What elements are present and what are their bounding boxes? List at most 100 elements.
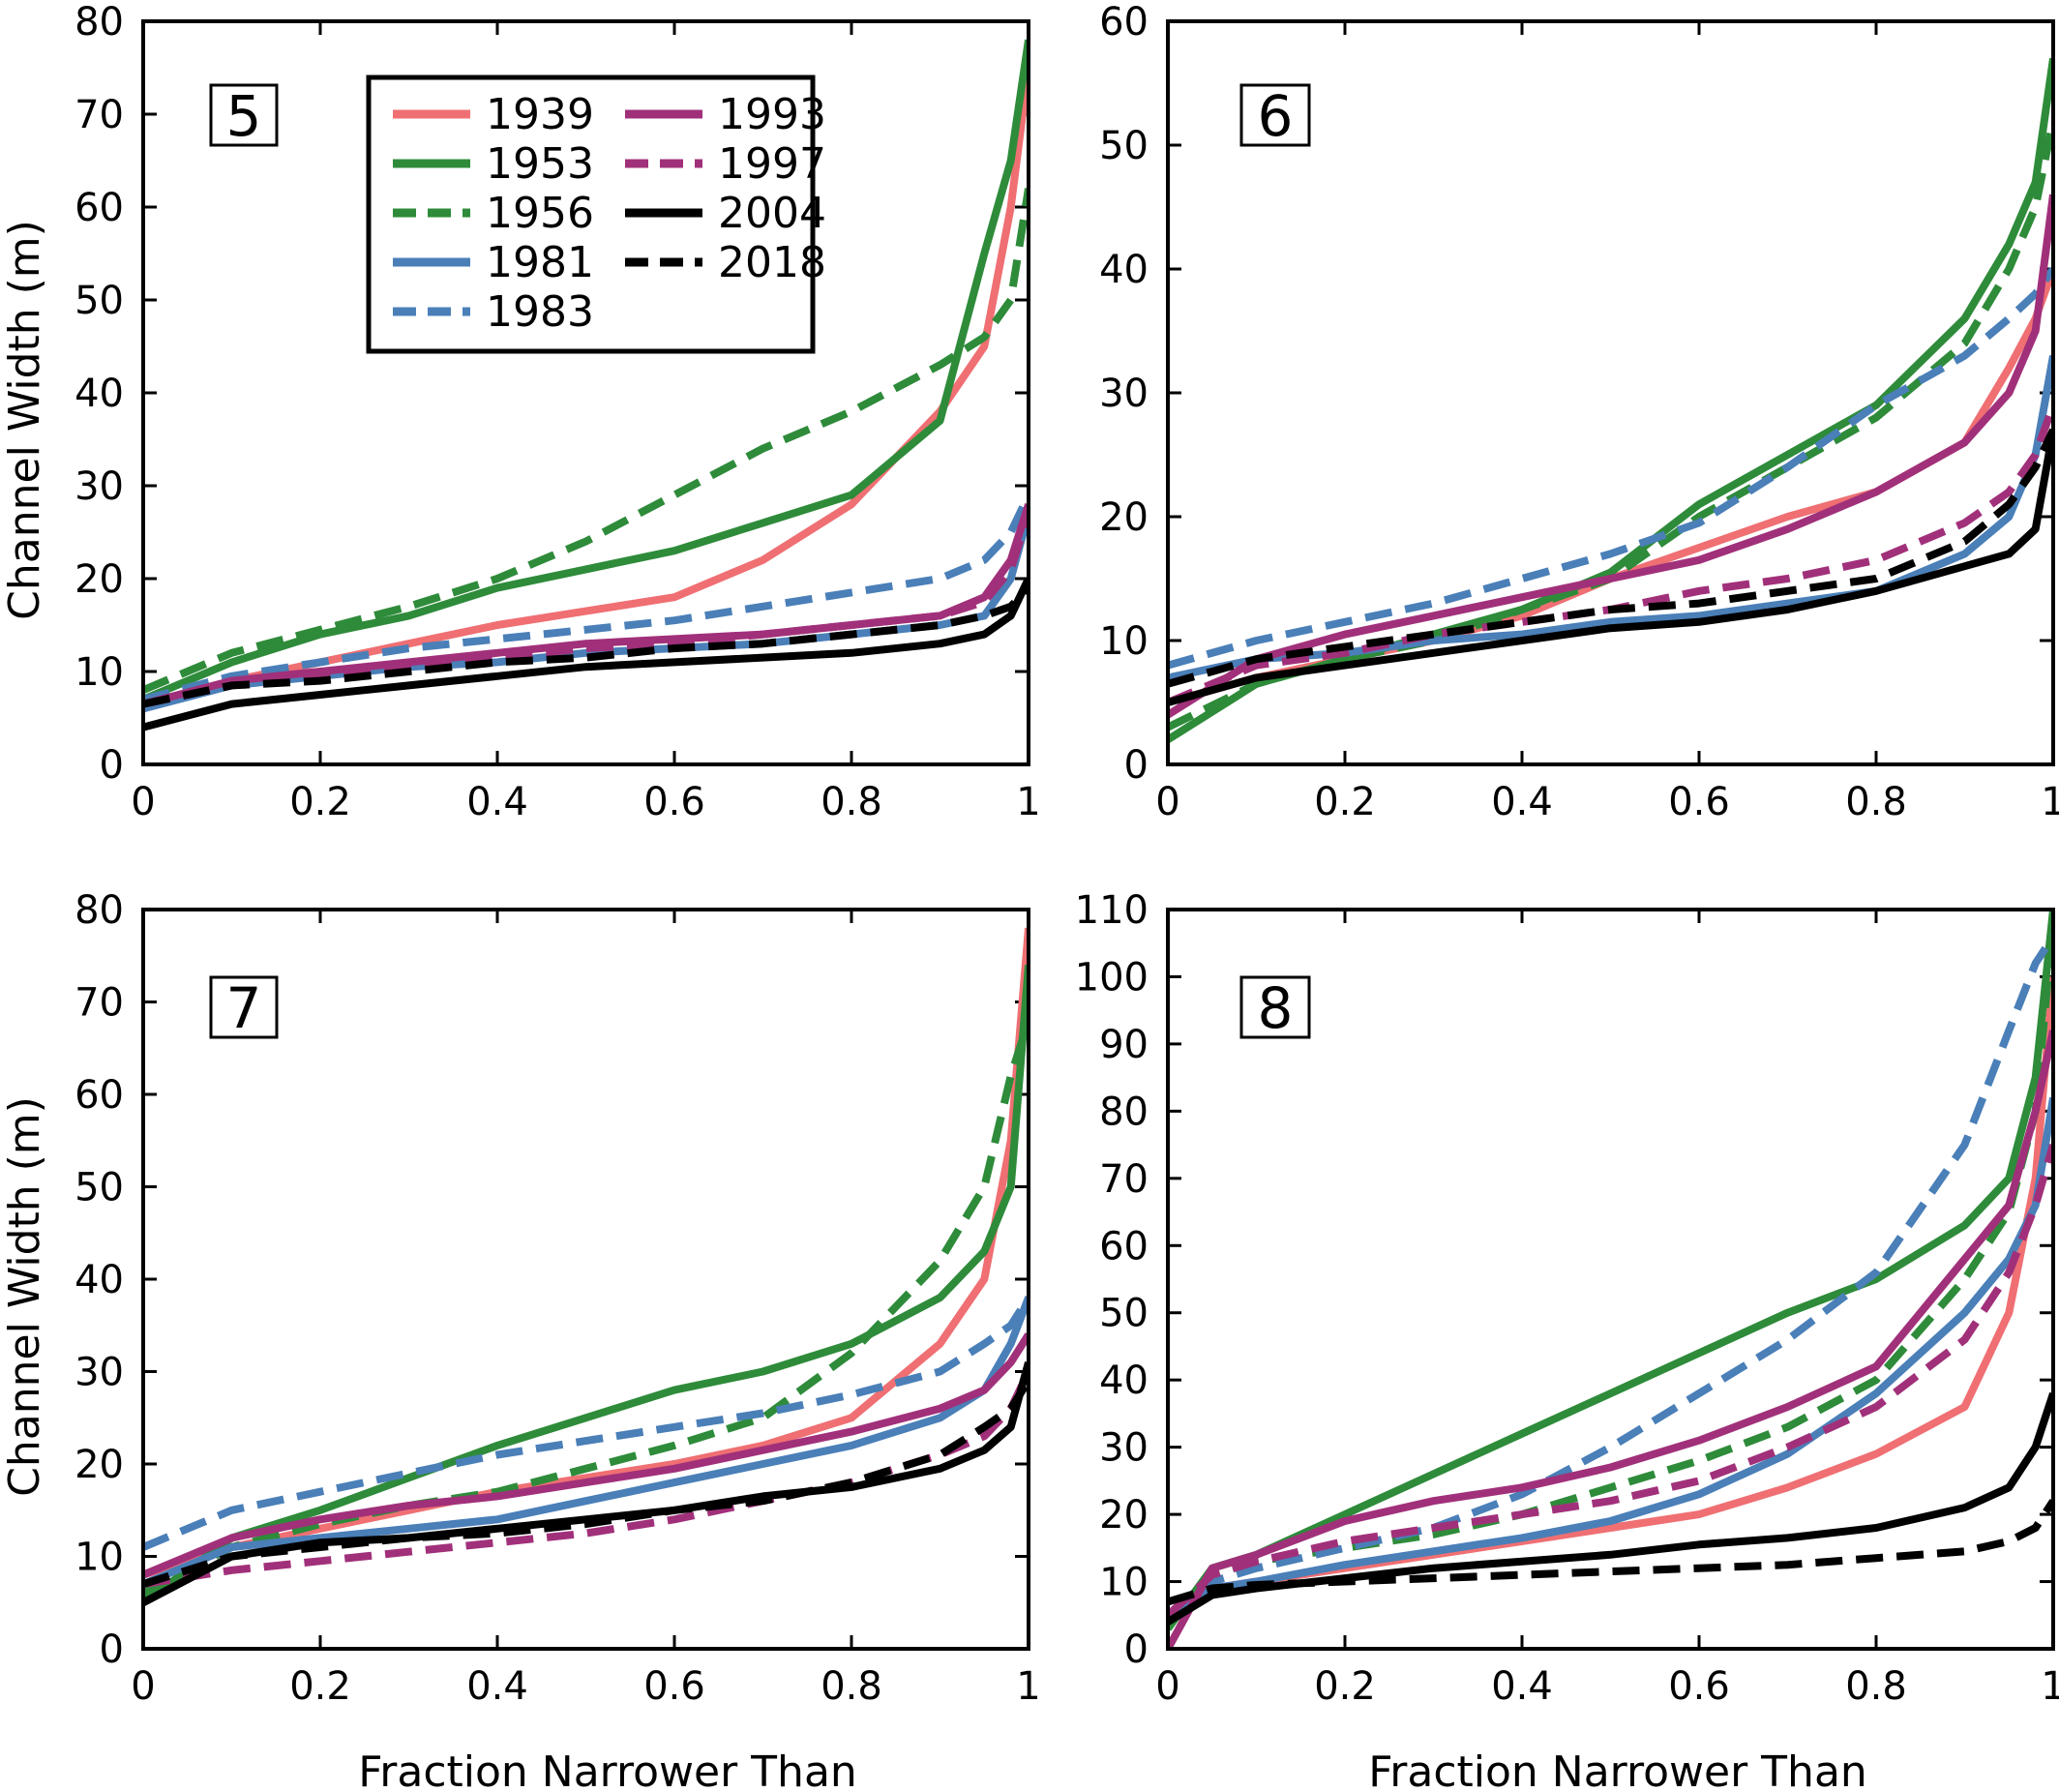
legend-label-1956: 1956: [486, 189, 594, 238]
series-line-1953: [1168, 57, 2053, 743]
panel-label-box: [209, 83, 279, 147]
series-group: [1168, 57, 2053, 743]
y-tick-label: 20: [75, 557, 124, 602]
series-line-1983: [143, 1295, 1029, 1551]
y-tick-label: 110: [1075, 888, 1149, 933]
y-tick-label: 30: [1099, 1426, 1149, 1471]
legend-label-1981: 1981: [486, 238, 594, 287]
x-tick-label: 0.4: [466, 1664, 528, 1709]
y-tick-label: 70: [75, 93, 124, 137]
y-tick-label: 10: [1099, 1561, 1149, 1605]
legend-label-1997: 1997: [718, 139, 826, 189]
y-tick-label: 0: [1124, 743, 1149, 788]
legend-label-1993: 1993: [718, 90, 826, 139]
y-tick-label: 10: [75, 1536, 124, 1580]
plot-frame-border: [141, 19, 1030, 766]
series-line-1993: [143, 1332, 1029, 1579]
legend-label-1939: 1939: [486, 90, 594, 139]
y-tick-label: 20: [75, 1443, 124, 1487]
legend-label-2018: 2018: [718, 238, 826, 287]
series-line-1993: [1168, 1030, 2053, 1649]
series-line-1997: [1168, 403, 2053, 706]
x-tick-label: 0: [1155, 780, 1179, 824]
x-tick-label: 0.2: [1314, 780, 1376, 824]
series-line-1997: [143, 512, 1029, 708]
panel-label: 8: [1258, 975, 1294, 1041]
y-tick-label: 60: [1099, 1224, 1149, 1269]
x-tick-label: 0: [131, 780, 155, 824]
legend-label-1953: 1953: [486, 139, 594, 189]
series-line-2018: [143, 584, 1029, 708]
x-tick-label: 0.6: [1668, 1664, 1730, 1709]
series-group: [1168, 910, 2053, 1649]
x-tick-label: 0.4: [1491, 1664, 1553, 1709]
y-tick-label: 40: [75, 372, 124, 416]
series-line-1953: [143, 39, 1029, 703]
legend-label-2004: 2004: [718, 189, 826, 238]
x-tick-label: 0.6: [643, 780, 705, 824]
x-tick-label: 0.2: [1314, 1664, 1376, 1709]
y-tick-label: 60: [75, 1073, 124, 1118]
series-line-1983: [143, 493, 1029, 703]
y-tick-label: 50: [1099, 1292, 1149, 1336]
y-tick-label: 90: [1099, 1023, 1149, 1067]
series-line-2004: [143, 577, 1029, 732]
y-tick-label: 20: [1099, 495, 1149, 540]
x-axis-title-right: Fraction Narrower Than: [1368, 1747, 1867, 1792]
legend-label-1983: 1983: [486, 287, 594, 337]
x-tick-label: 0.8: [821, 780, 882, 824]
y-axis-title-bottom: Channel Width (m): [0, 1096, 49, 1497]
x-axis-title-left: Fraction Narrower Than: [358, 1747, 857, 1792]
series-line-2004: [1168, 429, 2053, 706]
x-tick-label: 0.4: [1491, 780, 1553, 824]
series-line-1956: [143, 188, 1029, 694]
y-tick-label: 50: [75, 1166, 124, 1210]
x-tick-label: 0.8: [1845, 780, 1907, 824]
panel-label-box: [1239, 975, 1311, 1039]
panel-label-box: [1239, 83, 1311, 147]
series-group: [143, 927, 1029, 1606]
series-line-1939: [143, 927, 1029, 1579]
series-line-2018: [1168, 1499, 2053, 1606]
y-tick-label: 40: [1099, 1359, 1149, 1403]
y-tick-label: 10: [1099, 619, 1149, 664]
y-tick-label: 30: [75, 464, 124, 509]
x-tick-label: 0.4: [466, 780, 528, 824]
plot-frame-border: [141, 908, 1030, 1651]
x-tick-label: 1: [1016, 780, 1040, 824]
series-line-2018: [143, 1378, 1029, 1589]
panel-label: 6: [1258, 83, 1294, 149]
series-line-1983: [1168, 266, 2053, 670]
x-tick-label: 0.2: [289, 780, 351, 824]
series-line-2018: [1168, 428, 2053, 688]
series-line-1981: [1168, 1096, 2053, 1619]
panel-label-box: [209, 975, 279, 1039]
y-tick-label: 80: [75, 0, 124, 45]
plot-frame-border: [1166, 19, 2055, 766]
y-axis-title-top: Channel Width (m): [0, 220, 49, 620]
y-tick-label: 80: [1099, 1090, 1149, 1134]
x-tick-label: 1: [2041, 780, 2059, 824]
y-tick-label: 0: [100, 1628, 124, 1672]
y-tick-label: 50: [1099, 124, 1149, 168]
y-tick-label: 70: [1099, 1157, 1149, 1202]
x-tick-label: 0.2: [289, 1664, 351, 1709]
y-tick-label: 30: [75, 1351, 124, 1395]
x-tick-label: 0.6: [643, 1664, 705, 1709]
y-tick-label: 40: [75, 1258, 124, 1302]
y-tick-label: 10: [75, 650, 124, 695]
y-tick-label: 0: [1124, 1628, 1149, 1672]
panel-label: 7: [226, 975, 262, 1041]
x-tick-label: 0.6: [1668, 780, 1730, 824]
y-tick-label: 20: [1099, 1493, 1149, 1538]
x-tick-label: 1: [1016, 1664, 1040, 1709]
y-tick-label: 40: [1099, 248, 1149, 292]
y-tick-label: 70: [75, 981, 124, 1026]
